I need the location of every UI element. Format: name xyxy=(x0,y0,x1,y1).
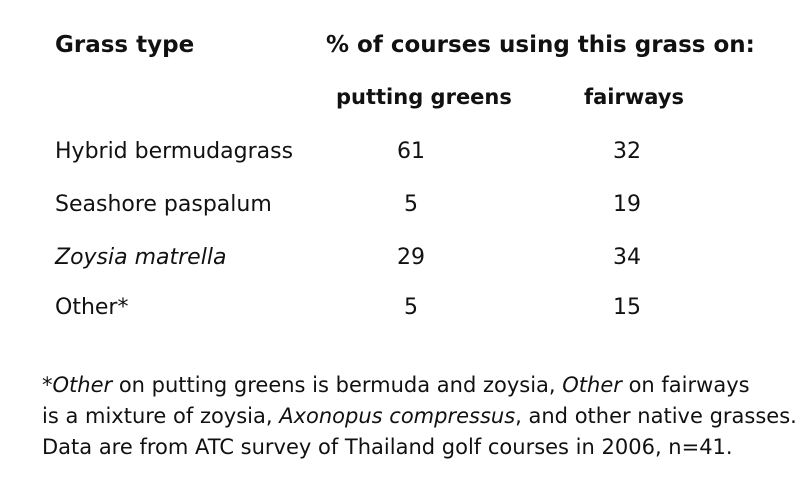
row-greens-value: 29 xyxy=(397,245,425,270)
row-fairways-value: 15 xyxy=(613,295,641,320)
footnote-line-1: *Other on putting greens is bermuda and … xyxy=(42,375,750,396)
row-greens-value: 61 xyxy=(397,139,425,164)
row-grass-name: Other* xyxy=(55,295,129,320)
footnote-text: is a mixture of zoysia, xyxy=(42,404,280,428)
footnote-text: on putting greens is bermuda and zoysia, xyxy=(112,373,563,397)
row-fairways-value: 19 xyxy=(613,192,641,217)
footnote-species-name: Axonopus compressus xyxy=(279,404,516,428)
row-greens-value: 5 xyxy=(404,295,418,320)
row-fairways-value: 34 xyxy=(613,245,641,270)
footnote-text: on fairways xyxy=(621,373,750,397)
footnote-line-2: is a mixture of zoysia, Axonopus compres… xyxy=(42,406,797,427)
footnote-text: , and other native grasses. xyxy=(515,404,797,428)
footnote-other-term: Other xyxy=(52,373,113,397)
row-fairways-value: 32 xyxy=(613,139,641,164)
row-grass-name: Zoysia matrella xyxy=(55,245,227,270)
row-greens-value: 5 xyxy=(404,192,418,217)
footnote-line-3: Data are from ATC survey of Thailand gol… xyxy=(42,435,733,459)
row-grass-name: Seashore paspalum xyxy=(55,192,272,217)
row-grass-name: Hybrid bermudagrass xyxy=(55,139,294,164)
column-header-grass-type: Grass type xyxy=(55,32,195,58)
subheader-fairways: fairways xyxy=(584,85,684,109)
subheader-putting-greens: putting greens xyxy=(336,85,512,109)
column-header-usage: % of courses using this grass on: xyxy=(326,32,755,58)
footnote-other-term: Other xyxy=(562,373,622,397)
footnote-asterisk: * xyxy=(42,373,53,397)
